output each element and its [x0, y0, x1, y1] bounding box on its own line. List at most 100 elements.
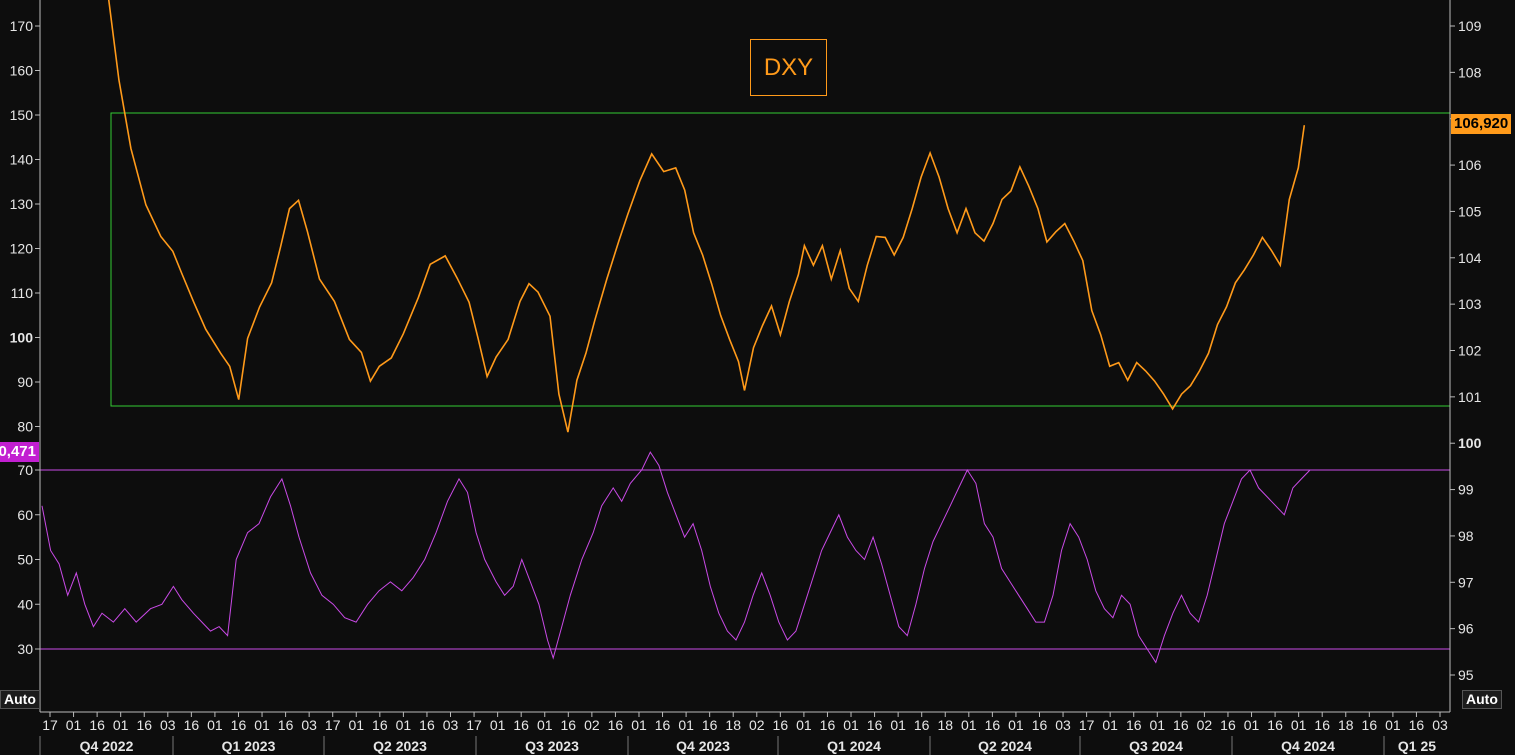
- quarter-label: Q2 2023: [373, 738, 427, 754]
- rsi-axis-tick-label: 60: [17, 507, 33, 523]
- x-axis-tick-label: 01: [1102, 717, 1118, 733]
- left-axis-tick-label: 170: [10, 18, 34, 34]
- rsi-axis-tick-label: 70: [17, 462, 33, 478]
- auto-scale-right-button[interactable]: Auto: [1462, 690, 1502, 709]
- x-axis-tick-label: 16: [702, 717, 718, 733]
- left-axis-tick-label: 110: [11, 285, 34, 301]
- x-axis-tick-label: 16: [513, 717, 529, 733]
- x-axis-tick-label: 18: [937, 717, 953, 733]
- x-axis-tick-label: 03: [1055, 717, 1071, 733]
- range-box: [110, 112, 1451, 407]
- left-axis-tick-label: 120: [10, 241, 34, 257]
- x-axis-tick-label: 16: [136, 717, 152, 733]
- price-last-value: 106,920: [1454, 115, 1509, 132]
- x-axis-tick-label: 03: [443, 717, 459, 733]
- x-axis-tick-label: 18: [1338, 717, 1354, 733]
- rsi-last-value: 70,471: [0, 443, 36, 460]
- x-axis-tick-label: 01: [1291, 717, 1307, 733]
- x-axis-tick-label: 01: [207, 717, 223, 733]
- x-axis-tick-label: 16: [1362, 717, 1378, 733]
- right-axis-tick-label: 100: [1458, 435, 1482, 451]
- x-axis-tick-label: 17: [1079, 717, 1095, 733]
- rsi-axis-tick-label: 40: [17, 596, 33, 612]
- right-axis-tick-label: 101: [1458, 389, 1482, 405]
- right-axis-tick-label: 106: [1458, 157, 1482, 173]
- right-axis-tick-label: 95: [1458, 667, 1474, 683]
- x-axis-tick-label: 16: [184, 717, 200, 733]
- x-axis-tick-label: 01: [490, 717, 506, 733]
- left-axis-tick-label: 100: [10, 330, 34, 346]
- right-axis-tick-label: 97: [1458, 574, 1474, 590]
- x-axis-tick-label: 01: [796, 717, 812, 733]
- x-axis-tick-label: 17: [42, 717, 58, 733]
- x-axis-tick-label: 18: [725, 717, 741, 733]
- x-axis-tick-label: 16: [231, 717, 247, 733]
- x-axis-tick-label: 16: [1409, 717, 1425, 733]
- chart-title: DXY: [763, 53, 814, 81]
- x-axis-tick-label: 01: [1008, 717, 1024, 733]
- x-axis-tick-label: 01: [678, 717, 694, 733]
- auto-scale-left-button[interactable]: Auto: [0, 690, 40, 709]
- left-axis-tick-label: 150: [10, 107, 34, 123]
- quarter-label: Q1 2024: [827, 738, 881, 754]
- x-axis-tick-label: 16: [278, 717, 294, 733]
- x-axis-tick-label: 03: [301, 717, 317, 733]
- quarter-label: Q1 25: [1398, 738, 1436, 754]
- x-axis-tick-label: 17: [325, 717, 341, 733]
- x-axis-tick-label: 01: [1244, 717, 1260, 733]
- x-axis-tick-label: 01: [113, 717, 129, 733]
- x-axis-tick-label: 03: [160, 717, 176, 733]
- rsi-series-line: [41, 451, 1311, 664]
- left-axis-tick-label: 140: [10, 152, 34, 168]
- x-axis-tick-label: 03: [1432, 717, 1448, 733]
- left-axis-tick-label: 80: [17, 419, 33, 435]
- x-axis-tick-label: 16: [608, 717, 624, 733]
- x-axis-tick-label: 01: [631, 717, 647, 733]
- quarter-label: Q4 2024: [1281, 738, 1335, 754]
- right-axis-tick-label: 103: [1458, 296, 1482, 312]
- chart-title-box: DXY: [750, 39, 827, 96]
- x-axis-tick-label: 16: [1220, 717, 1236, 733]
- left-axis-tick-label: 90: [17, 374, 33, 390]
- right-axis-tick-label: 104: [1458, 250, 1482, 266]
- right-axis-tick-label: 105: [1458, 203, 1482, 219]
- x-axis-tick-label: 16: [419, 717, 435, 733]
- quarter-label: Q4 2022: [80, 738, 134, 754]
- auto-left-label: Auto: [4, 691, 36, 707]
- x-axis-tick-label: 16: [89, 717, 105, 733]
- rsi-last-value-tag: 70,471: [0, 442, 39, 462]
- x-axis-tick-label: 16: [985, 717, 1001, 733]
- x-axis-tick-label: 01: [348, 717, 364, 733]
- x-axis-tick-label: 01: [537, 717, 553, 733]
- x-axis-tick-label: 16: [561, 717, 577, 733]
- x-axis-tick-label: 16: [867, 717, 883, 733]
- x-axis-tick-label: 16: [914, 717, 930, 733]
- x-axis-tick-label: 02: [749, 717, 765, 733]
- x-axis-tick-label: 01: [1149, 717, 1165, 733]
- x-axis-tick-label: 16: [1267, 717, 1283, 733]
- auto-right-label: Auto: [1466, 691, 1498, 707]
- x-axis-tick-label: 16: [1173, 717, 1189, 733]
- x-axis-tick-label: 01: [1385, 717, 1401, 733]
- x-axis-tick-label: 01: [961, 717, 977, 733]
- x-axis-tick-label: 16: [655, 717, 671, 733]
- quarter-label: Q2 2024: [978, 738, 1032, 754]
- right-axis-tick-label: 96: [1458, 621, 1474, 637]
- rsi-axis-tick-label: 30: [17, 641, 33, 657]
- x-axis-tick-label: 16: [372, 717, 388, 733]
- x-axis-tick-label: 02: [1197, 717, 1213, 733]
- x-axis-tick-label: 01: [843, 717, 859, 733]
- right-axis-tick-label: 102: [1458, 343, 1482, 359]
- quarter-label: Q1 2023: [222, 738, 276, 754]
- right-axis-tick-label: 108: [1458, 64, 1482, 80]
- x-axis-tick-label: 17: [466, 717, 482, 733]
- left-axis-tick-label: 160: [10, 63, 34, 79]
- quarter-label: Q3 2023: [525, 738, 579, 754]
- x-axis-tick-label: 01: [254, 717, 270, 733]
- right-axis-tick-label: 99: [1458, 482, 1474, 498]
- rsi-axis-tick-label: 50: [17, 552, 33, 568]
- quarter-label: Q3 2024: [1129, 738, 1183, 754]
- x-axis-tick-label: 01: [890, 717, 906, 733]
- left-axis-tick-label: 130: [10, 196, 34, 212]
